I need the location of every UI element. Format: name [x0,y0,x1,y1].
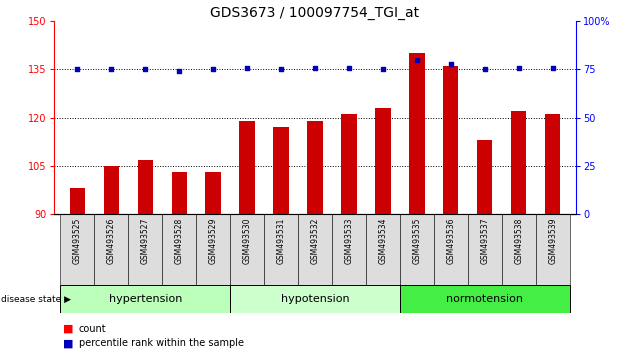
Bar [341,114,357,214]
Point [106,67,117,72]
Point [344,65,354,70]
Text: GSM493535: GSM493535 [413,218,421,264]
Bar [205,172,220,214]
Bar [434,214,468,285]
Bar [298,214,332,285]
Point [140,67,151,72]
Bar [477,140,493,214]
Text: ■: ■ [63,324,74,333]
Title: GDS3673 / 100097754_TGI_at: GDS3673 / 100097754_TGI_at [210,6,420,20]
Bar [443,66,459,214]
Point [513,65,524,70]
Bar [511,111,527,214]
Text: hypertension: hypertension [108,294,182,304]
Text: disease state ▶: disease state ▶ [1,295,71,304]
Bar [239,121,255,214]
Text: ■: ■ [63,338,74,348]
Bar [230,285,400,313]
Bar [171,172,187,214]
Bar [60,285,230,313]
Text: count: count [79,324,106,333]
Text: GSM493525: GSM493525 [73,218,82,264]
Text: GSM493527: GSM493527 [140,218,150,264]
Bar [137,160,153,214]
Bar [103,166,119,214]
Bar [545,114,560,214]
Bar [162,214,196,285]
Bar [375,108,391,214]
Text: GSM493530: GSM493530 [243,218,251,264]
Point [276,67,286,72]
Bar [400,214,434,285]
Point [242,65,252,70]
Text: GSM493533: GSM493533 [345,218,353,264]
Bar [60,214,94,285]
Bar [230,214,264,285]
Text: percentile rank within the sample: percentile rank within the sample [79,338,244,348]
Point [446,61,456,67]
Text: GSM493534: GSM493534 [379,218,387,264]
Bar [264,214,298,285]
Point [310,65,320,70]
Point [547,65,558,70]
Bar [332,214,366,285]
Bar [536,214,570,285]
Text: GSM493526: GSM493526 [106,218,116,264]
Bar [94,214,129,285]
Bar [501,214,536,285]
Point [72,67,83,72]
Text: GSM493531: GSM493531 [277,218,285,264]
Text: GSM493529: GSM493529 [209,218,217,264]
Point [479,67,490,72]
Point [378,67,388,72]
Bar [400,285,570,313]
Point [174,69,184,74]
Bar [70,188,85,214]
Text: normotension: normotension [446,294,524,304]
Text: hypotension: hypotension [281,294,349,304]
Bar [273,127,289,214]
Bar [129,214,162,285]
Bar [307,121,323,214]
Text: GSM493536: GSM493536 [446,218,455,264]
Text: GSM493537: GSM493537 [480,218,490,264]
Text: GSM493539: GSM493539 [548,218,557,264]
Text: GSM493532: GSM493532 [311,218,319,264]
Text: GSM493528: GSM493528 [175,218,184,264]
Text: GSM493538: GSM493538 [514,218,524,264]
Point [208,67,218,72]
Point [412,57,422,63]
Bar [468,214,501,285]
Bar [196,214,230,285]
Bar [366,214,400,285]
Bar [410,53,425,214]
